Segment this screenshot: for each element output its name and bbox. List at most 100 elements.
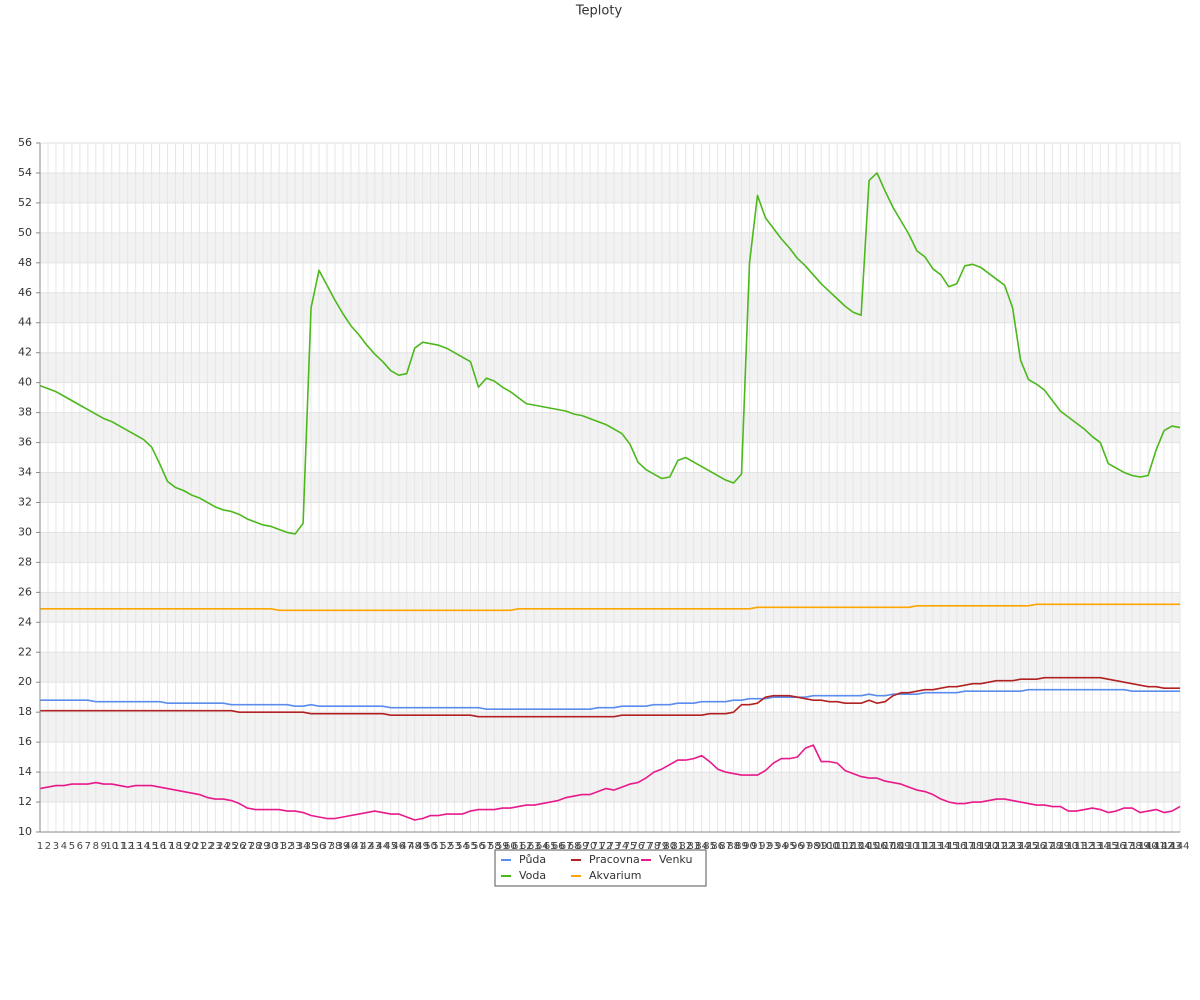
x-tick-label: 88	[727, 841, 740, 852]
x-tick-label: 34	[297, 841, 310, 852]
x-tick-label: 78	[647, 841, 660, 852]
grid-band	[40, 352, 1180, 383]
x-tick-label: 100	[820, 841, 839, 852]
x-tick-label: 103	[844, 841, 863, 852]
x-tick-label: 24	[217, 841, 230, 852]
x-tick-label: 70	[584, 841, 597, 852]
x-tick-label: 116	[947, 841, 966, 852]
x-tick-label: 7	[85, 841, 91, 852]
x-tick-label: 136	[1107, 841, 1126, 852]
x-tick-label: 110	[899, 841, 918, 852]
x-tick-label: 125	[1019, 841, 1038, 852]
y-tick-label: 44	[18, 316, 32, 329]
x-tick-label: 141	[1147, 841, 1166, 852]
x-tick-label: 106	[868, 841, 887, 852]
x-tick-label: 28	[249, 841, 262, 852]
series-line	[40, 688, 1180, 710]
y-tick-label: 10	[18, 825, 32, 838]
x-tick-label: 137	[1115, 841, 1134, 852]
y-tick-label: 54	[18, 166, 32, 179]
x-tick-label: 9	[101, 841, 107, 852]
x-tick-label: 6	[77, 841, 83, 852]
y-tick-label: 24	[18, 615, 32, 628]
x-tick-label: 85	[703, 841, 716, 852]
x-tick-label: 73	[608, 841, 621, 852]
y-tick-label: 16	[18, 735, 32, 748]
x-tick-label: 47	[400, 841, 413, 852]
x-tick-label: 64	[536, 841, 549, 852]
x-tick-label: 48	[408, 841, 421, 852]
grid-band	[40, 772, 1180, 803]
x-tick-label: 104	[852, 841, 871, 852]
x-tick-label: 12	[121, 841, 134, 852]
x-tick-label: 112	[915, 841, 934, 852]
y-tick-label: 26	[18, 585, 32, 598]
x-tick-label: 36	[313, 841, 326, 852]
x-tick-label: 86	[711, 841, 724, 852]
x-tick-label: 93	[767, 841, 780, 852]
x-tick-label: 83	[687, 841, 700, 852]
x-tick-label: 44	[376, 841, 389, 852]
x-tick-label: 101	[828, 841, 847, 852]
x-tick-label: 144	[1170, 841, 1189, 852]
x-tick-label: 121	[987, 841, 1006, 852]
x-tick-label: 69	[576, 841, 589, 852]
legend-label: Akvarium	[589, 869, 641, 882]
grid-band	[40, 292, 1180, 323]
x-tick-label: 37	[321, 841, 334, 852]
series-line	[39, 172, 1181, 535]
x-tick-label: 95	[783, 841, 796, 852]
x-tick-label: 27	[241, 841, 254, 852]
x-tick-label: 65	[544, 841, 557, 852]
x-tick-label: 40	[345, 841, 358, 852]
x-tick-label: 63	[528, 841, 541, 852]
x-tick-label: 42	[360, 841, 373, 852]
x-tick-label: 117	[955, 841, 974, 852]
x-tick-label: 133	[1083, 841, 1102, 852]
x-tick-label: 79	[655, 841, 668, 852]
x-tick-label: 21	[193, 841, 206, 852]
x-tick-label: 135	[1099, 841, 1118, 852]
x-tick-label: 76	[632, 841, 645, 852]
x-tick-label: 11	[113, 841, 126, 852]
legend-box	[494, 849, 707, 887]
y-tick-label: 36	[18, 436, 32, 449]
x-tick-label: 39	[337, 841, 350, 852]
x-tick-label: 29	[257, 841, 270, 852]
x-tick-label: 89	[735, 841, 748, 852]
y-tick-label: 56	[18, 136, 32, 149]
x-tick-label: 105	[860, 841, 879, 852]
series-line	[40, 676, 1180, 718]
x-tick-label: 17	[161, 841, 174, 852]
x-tick-label: 120	[979, 841, 998, 852]
x-tick-label: 119	[971, 841, 990, 852]
grid-band	[40, 592, 1180, 623]
x-tick-label: 35	[305, 841, 318, 852]
y-tick-label: 52	[18, 196, 32, 209]
x-tick-label: 14	[137, 841, 150, 852]
x-tick-label: 22	[201, 841, 214, 852]
x-tick-label: 129	[1051, 841, 1070, 852]
x-tick-label: 4	[61, 841, 67, 852]
x-tick-label: 140	[1139, 841, 1158, 852]
legend-label: Venku	[659, 853, 692, 866]
x-tick-label: 2	[45, 841, 51, 852]
x-tick-label: 107	[875, 841, 894, 852]
x-tick-label: 115	[939, 841, 958, 852]
x-tick-label: 51	[432, 841, 445, 852]
y-tick-label: 30	[18, 525, 32, 538]
x-tick-label: 57	[480, 841, 493, 852]
x-tick-label: 8	[93, 841, 99, 852]
x-tick-label: 81	[671, 841, 684, 852]
x-tick-label: 3	[53, 841, 59, 852]
x-tick-label: 56	[472, 841, 485, 852]
x-tick-label: 5	[69, 841, 75, 852]
chart-title: Teploty	[575, 4, 623, 19]
x-tick-label: 20	[185, 841, 198, 852]
x-tick-label: 113	[923, 841, 942, 852]
x-tick-label: 50	[424, 841, 437, 852]
x-tick-label: 94	[775, 841, 788, 852]
grid-band	[40, 652, 1180, 683]
x-tick-label: 41	[353, 841, 366, 852]
